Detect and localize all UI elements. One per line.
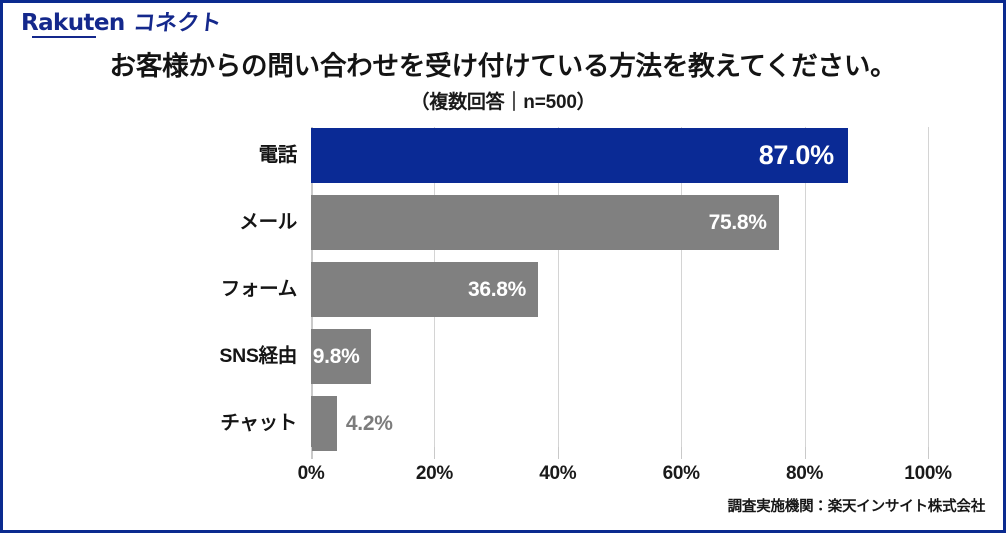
bar-row: メール 75.8% bbox=[239, 195, 928, 250]
x-tick-mark bbox=[311, 447, 312, 459]
rakuten-connect-logo: Rakuten コネクト bbox=[21, 10, 223, 38]
bar: 36.8% bbox=[311, 262, 539, 317]
x-tick-mark bbox=[804, 447, 806, 459]
bar: 75.8% bbox=[311, 195, 779, 250]
category-label: メール bbox=[239, 211, 297, 233]
category-label: チャット bbox=[220, 412, 297, 434]
bar-value-label: 87.0% bbox=[758, 140, 834, 170]
logo-connect-text: コネクト bbox=[131, 11, 223, 36]
page-title: お客様からの問い合わせを受け付けている方法を教えてください。 bbox=[109, 51, 897, 81]
bar-row: SNS経由 9.8% bbox=[219, 329, 928, 384]
x-tick-mark bbox=[557, 447, 559, 459]
bar-row: フォーム 36.8% bbox=[221, 262, 928, 317]
bar-row: 電話 87.0% bbox=[259, 128, 928, 183]
x-tick-label: 60% bbox=[662, 463, 700, 484]
x-tick-label: 40% bbox=[539, 463, 577, 484]
bar: 9.8% bbox=[311, 329, 372, 384]
bar-value-label: 9.8% bbox=[312, 344, 360, 368]
x-tick-mark bbox=[434, 447, 436, 459]
x-tick-label: 80% bbox=[786, 463, 824, 484]
chart-bars: 電話 87.0% メール 75.8% フォーム 36.8% SNS経由 9.8% チャット 4.2… bbox=[219, 127, 928, 459]
bar-value-label: 36.8% bbox=[468, 277, 527, 301]
x-tick-label: 20% bbox=[415, 463, 453, 484]
source-note: 調査実施機関：楽天インサイト株式会社 bbox=[727, 499, 986, 515]
category-label: フォーム bbox=[220, 278, 298, 300]
x-tick-label: 0% bbox=[297, 463, 325, 484]
bar-value-label: 4.2% bbox=[345, 411, 393, 435]
category-label: SNS経由 bbox=[219, 345, 297, 367]
category-label: 電話 bbox=[258, 144, 298, 166]
x-tick-mark bbox=[928, 447, 929, 459]
bar-chart: 電話 87.0% メール 75.8% フォーム 36.8% SNS経由 9.8% チャット 4.2… bbox=[219, 127, 929, 459]
x-axis: 0% 20% 40% 60% 80% 100% bbox=[298, 447, 952, 489]
page-subtitle: （複数回答｜n=500） bbox=[410, 92, 596, 113]
x-tick-mark bbox=[681, 447, 683, 459]
bar: 87.0% bbox=[311, 128, 848, 183]
bar bbox=[311, 396, 337, 451]
x-tick-label: 100% bbox=[904, 463, 952, 484]
bar-value-label: 75.8% bbox=[708, 210, 767, 234]
gridline bbox=[928, 127, 929, 459]
bar-row: チャット 4.2% bbox=[220, 396, 928, 451]
logo-rakuten-text: Rakuten bbox=[21, 10, 125, 38]
